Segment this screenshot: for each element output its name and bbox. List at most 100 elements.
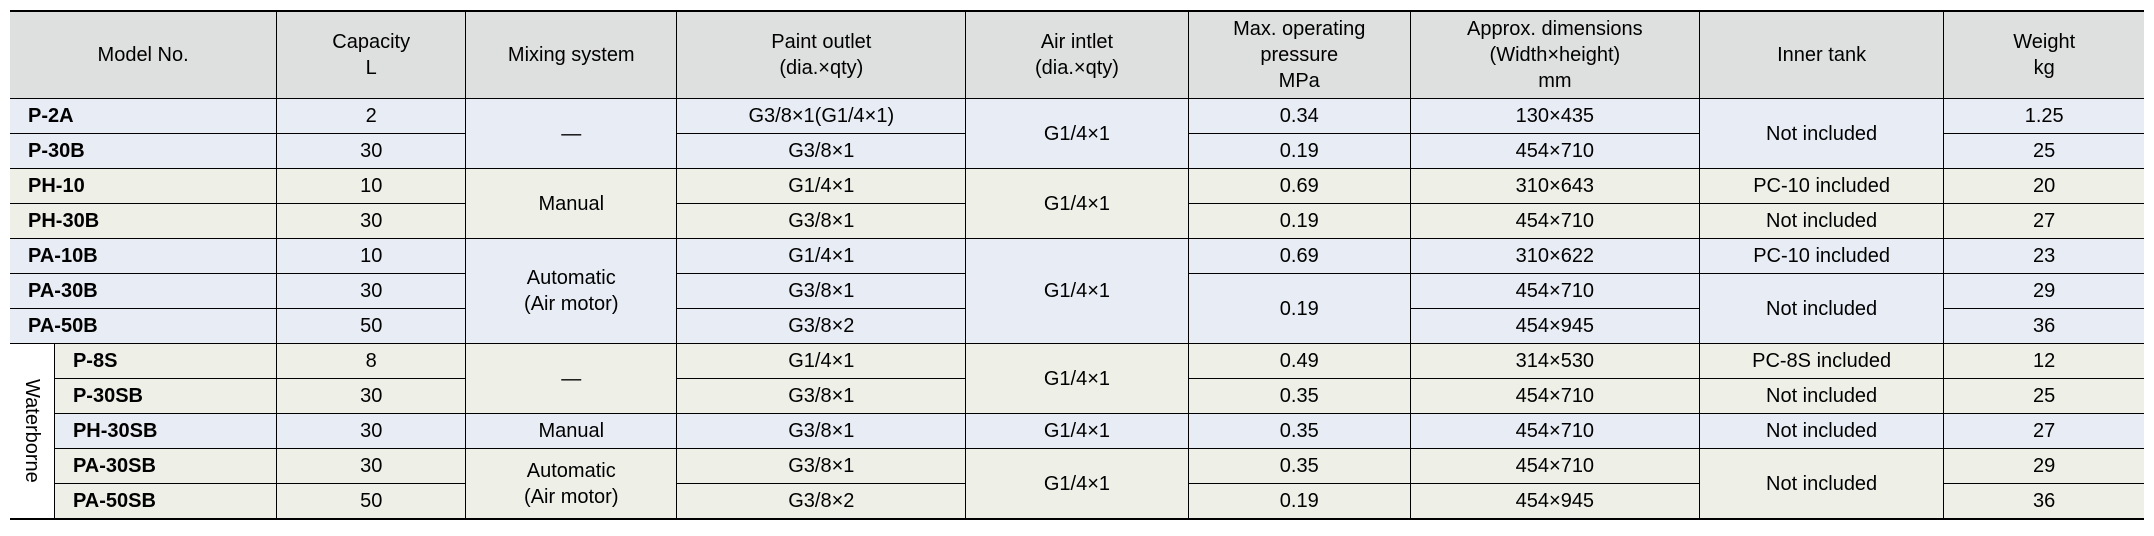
table-header: Model No. CapacityL Mixing system Paint … bbox=[10, 11, 2144, 99]
cell-outlet: G1/4×1 bbox=[677, 169, 966, 204]
cell-inlet: G1/4×1 bbox=[966, 344, 1188, 414]
table-row: WaterborneP-8S8—G1/4×1G1/4×10.49314×530P… bbox=[10, 344, 2144, 379]
cell-capacity: 50 bbox=[277, 484, 466, 520]
cell-model: PH-30SB bbox=[54, 414, 276, 449]
cell-outlet: G1/4×1 bbox=[677, 239, 966, 274]
cell-mixing: Manual bbox=[466, 414, 677, 449]
header-dimensions: Approx. dimensions(Width×height)mm bbox=[1410, 11, 1699, 99]
cell-inlet: G1/4×1 bbox=[966, 169, 1188, 239]
cell-outlet: G1/4×1 bbox=[677, 344, 966, 379]
cell-model: PA-30SB bbox=[54, 449, 276, 484]
table-row: PH-30SB30ManualG3/8×1G1/4×10.35454×710No… bbox=[10, 414, 2144, 449]
cell-pressure: 0.35 bbox=[1188, 379, 1410, 414]
cell-model: PH-10 bbox=[10, 169, 277, 204]
header-pressure: Max. operatingpressureMPa bbox=[1188, 11, 1410, 99]
cell-model: P-30B bbox=[10, 134, 277, 169]
cell-inlet: G1/4×1 bbox=[966, 449, 1188, 520]
cell-inlet: G1/4×1 bbox=[966, 99, 1188, 169]
cell-model: P-30SB bbox=[54, 379, 276, 414]
cell-pressure: 0.35 bbox=[1188, 449, 1410, 484]
cell-outlet: G3/8×1 bbox=[677, 134, 966, 169]
cell-model: P-2A bbox=[10, 99, 277, 134]
cell-dimensions: 454×710 bbox=[1410, 379, 1699, 414]
cell-dimensions: 454×710 bbox=[1410, 414, 1699, 449]
cell-pressure: 0.19 bbox=[1188, 134, 1410, 169]
cell-pressure: 0.19 bbox=[1188, 204, 1410, 239]
cell-outlet: G3/8×2 bbox=[677, 484, 966, 520]
cell-weight: 12 bbox=[1944, 344, 2144, 379]
header-outlet: Paint outlet(dia.×qty) bbox=[677, 11, 966, 99]
table-row: PA-10B10Automatic(Air motor)G1/4×1G1/4×1… bbox=[10, 239, 2144, 274]
cell-dimensions: 454×945 bbox=[1410, 484, 1699, 520]
cell-weight: 36 bbox=[1944, 309, 2144, 344]
table-row: PA-30SB30Automatic(Air motor)G3/8×1G1/4×… bbox=[10, 449, 2144, 484]
cell-dimensions: 454×710 bbox=[1410, 449, 1699, 484]
cell-dimensions: 314×530 bbox=[1410, 344, 1699, 379]
cell-weight: 29 bbox=[1944, 449, 2144, 484]
cell-tank: PC-8S included bbox=[1699, 344, 1944, 379]
cell-inlet: G1/4×1 bbox=[966, 414, 1188, 449]
cell-model: PA-50SB bbox=[54, 484, 276, 520]
header-capacity: CapacityL bbox=[277, 11, 466, 99]
cell-capacity: 30 bbox=[277, 134, 466, 169]
cell-capacity: 8 bbox=[277, 344, 466, 379]
cell-outlet: G3/8×1 bbox=[677, 274, 966, 309]
cell-capacity: 10 bbox=[277, 169, 466, 204]
cell-model: PA-10B bbox=[10, 239, 277, 274]
cell-dimensions: 310×622 bbox=[1410, 239, 1699, 274]
cell-mixing: Automatic(Air motor) bbox=[466, 239, 677, 344]
cell-weight: 25 bbox=[1944, 379, 2144, 414]
cell-dimensions: 310×643 bbox=[1410, 169, 1699, 204]
cell-capacity: 30 bbox=[277, 204, 466, 239]
cell-tank: Not included bbox=[1699, 379, 1944, 414]
cell-dimensions: 454×710 bbox=[1410, 134, 1699, 169]
cell-tank: PC-10 included bbox=[1699, 169, 1944, 204]
cell-dimensions: 454×710 bbox=[1410, 274, 1699, 309]
cell-outlet: G3/8×1(G1/4×1) bbox=[677, 99, 966, 134]
cell-model: PA-50B bbox=[10, 309, 277, 344]
cell-dimensions: 454×710 bbox=[1410, 204, 1699, 239]
cell-capacity: 30 bbox=[277, 414, 466, 449]
cell-pressure: 0.49 bbox=[1188, 344, 1410, 379]
header-tank: Inner tank bbox=[1699, 11, 1944, 99]
cell-model: PA-30B bbox=[10, 274, 277, 309]
cell-model: PH-30B bbox=[10, 204, 277, 239]
cell-weight: 29 bbox=[1944, 274, 2144, 309]
cell-weight: 27 bbox=[1944, 414, 2144, 449]
cell-weight: 23 bbox=[1944, 239, 2144, 274]
cell-mixing: — bbox=[466, 344, 677, 414]
cell-tank: PC-10 included bbox=[1699, 239, 1944, 274]
cell-capacity: 30 bbox=[277, 449, 466, 484]
cell-weight: 27 bbox=[1944, 204, 2144, 239]
cell-capacity: 10 bbox=[277, 239, 466, 274]
cell-weight: 1.25 bbox=[1944, 99, 2144, 134]
cell-mixing: Automatic(Air motor) bbox=[466, 449, 677, 520]
spec-table: Model No. CapacityL Mixing system Paint … bbox=[10, 10, 2144, 520]
cell-pressure: 0.69 bbox=[1188, 169, 1410, 204]
table-body: P-2A2—G3/8×1(G1/4×1)G1/4×10.34130×435Not… bbox=[10, 99, 2144, 520]
cell-weight: 25 bbox=[1944, 134, 2144, 169]
header-model: Model No. bbox=[10, 11, 277, 99]
cell-capacity: 30 bbox=[277, 274, 466, 309]
cell-tank: Not included bbox=[1699, 204, 1944, 239]
cell-mixing: Manual bbox=[466, 169, 677, 239]
table-row: P-2A2—G3/8×1(G1/4×1)G1/4×10.34130×435Not… bbox=[10, 99, 2144, 134]
cell-capacity: 50 bbox=[277, 309, 466, 344]
cell-outlet: G3/8×2 bbox=[677, 309, 966, 344]
section-label-waterborne: Waterborne bbox=[10, 344, 54, 520]
header-weight: Weightkg bbox=[1944, 11, 2144, 99]
header-mixing: Mixing system bbox=[466, 11, 677, 99]
table-row: PH-1010ManualG1/4×1G1/4×10.69310×643PC-1… bbox=[10, 169, 2144, 204]
cell-tank: Not included bbox=[1699, 99, 1944, 169]
cell-pressure: 0.19 bbox=[1188, 484, 1410, 520]
cell-outlet: G3/8×1 bbox=[677, 414, 966, 449]
cell-dimensions: 454×945 bbox=[1410, 309, 1699, 344]
cell-tank: Not included bbox=[1699, 274, 1944, 344]
cell-model: P-8S bbox=[54, 344, 276, 379]
cell-outlet: G3/8×1 bbox=[677, 379, 966, 414]
cell-capacity: 2 bbox=[277, 99, 466, 134]
cell-pressure: 0.69 bbox=[1188, 239, 1410, 274]
cell-inlet: G1/4×1 bbox=[966, 239, 1188, 344]
cell-outlet: G3/8×1 bbox=[677, 204, 966, 239]
cell-capacity: 30 bbox=[277, 379, 466, 414]
